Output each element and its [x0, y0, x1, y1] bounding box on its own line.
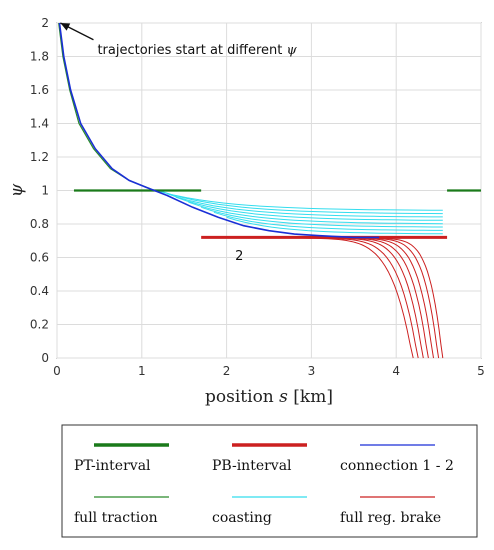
legend-label: full traction — [74, 510, 158, 526]
x-tick-label: 1 — [138, 364, 146, 378]
annotation-arrow-head — [60, 23, 71, 31]
legend-label: PB-interval — [212, 458, 292, 474]
coasting-curve — [226, 216, 443, 235]
x-axis-label-prefix: position — [205, 387, 279, 407]
y-tick-label: 0.6 — [30, 251, 49, 265]
y-tick-label: 0 — [41, 351, 49, 365]
y-tick-label: 1.8 — [30, 50, 49, 64]
annotation-text: trajectories start at different ψ — [97, 43, 297, 58]
coasting-curve — [213, 211, 443, 231]
point-label-2: 2 — [235, 249, 243, 264]
legend: PT-interval PB-interval connection 1 - 2 fu… — [61, 424, 478, 538]
coasting-curve — [201, 206, 443, 228]
coasting-curve — [175, 196, 443, 221]
series-layer — [58, 22, 481, 359]
y-tick-label: 0.4 — [30, 284, 49, 298]
plot-area: 0 1 2 3 4 5 0 0.2 0.4 0.6 0.8 1 1.2 1.4 1.6 1.8 2 — [30, 16, 485, 378]
y-tick-label: 1.4 — [30, 117, 49, 131]
y-tick-label: 2 — [41, 16, 49, 30]
tick-labels: 0 1 2 3 4 5 0 0.2 0.4 0.6 0.8 1 1.2 1.4 1.6 1.8 2 — [30, 16, 485, 378]
y-tick-label: 1.2 — [30, 150, 49, 164]
y-axis-label: ψ — [7, 183, 27, 197]
coasting-curve — [158, 190, 443, 215]
x-tick-label: 3 — [308, 364, 316, 378]
legend-label: PT-interval — [74, 458, 151, 474]
legend-label: connection 1 - 2 — [340, 458, 454, 474]
annotation: trajectories start at different ψ — [60, 22, 297, 58]
legend-label: coasting — [212, 510, 272, 526]
legend-label: full reg. brake — [340, 510, 441, 526]
coasting-curve — [167, 193, 443, 218]
connection-curve — [58, 22, 380, 239]
x-tick-label: 0 — [53, 364, 61, 378]
x-axis-label-var: s — [279, 387, 288, 407]
y-tick-label: 1 — [41, 184, 49, 198]
x-tick-label: 4 — [392, 364, 400, 378]
y-tick-label: 1.6 — [30, 83, 49, 97]
x-tick-label: 2 — [223, 364, 231, 378]
coasting-curve — [188, 201, 443, 225]
x-tick-label: 5 — [477, 364, 485, 378]
x-axis-label: position s [km] — [205, 387, 333, 407]
y-tick-label: 0.8 — [30, 217, 49, 231]
grid-lines — [56, 22, 482, 359]
annotation-text-prefix: trajectories start at different — [97, 43, 286, 58]
x-axis-label-suffix: [km] — [288, 387, 333, 407]
coasting-curve — [150, 188, 443, 211]
y-tick-label: 0.2 — [30, 318, 49, 332]
annotation-text-var: ψ — [286, 43, 297, 58]
